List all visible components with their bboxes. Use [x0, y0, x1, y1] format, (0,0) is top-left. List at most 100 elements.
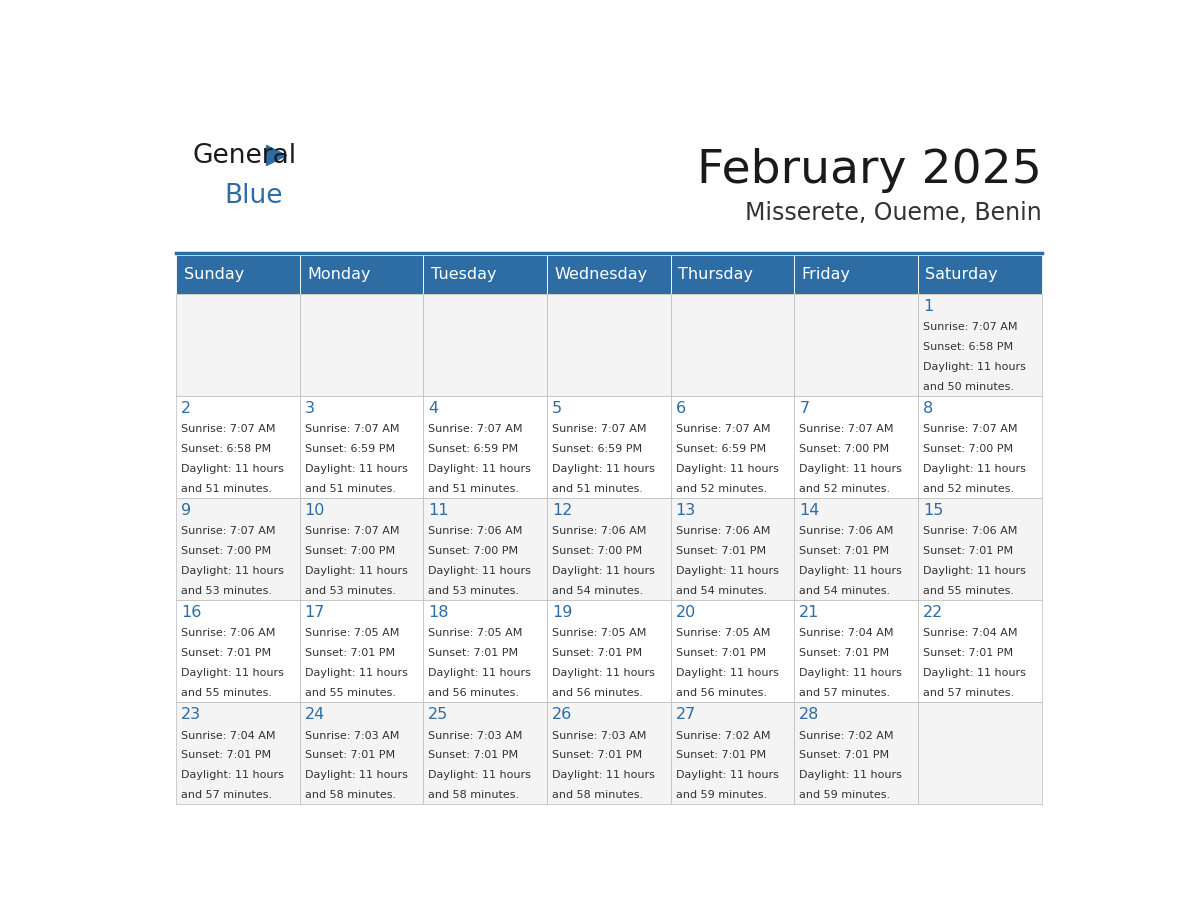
Text: Sunset: 7:00 PM: Sunset: 7:00 PM — [181, 546, 271, 556]
Text: Sunset: 7:01 PM: Sunset: 7:01 PM — [676, 648, 766, 658]
Text: Sunrise: 7:07 AM: Sunrise: 7:07 AM — [800, 424, 893, 434]
Text: Daylight: 11 hours: Daylight: 11 hours — [923, 464, 1025, 474]
Text: Sunset: 7:00 PM: Sunset: 7:00 PM — [552, 546, 642, 556]
Text: Sunrise: 7:04 AM: Sunrise: 7:04 AM — [923, 629, 1017, 638]
Bar — [546, 294, 671, 396]
Text: and 58 minutes.: and 58 minutes. — [429, 789, 519, 800]
Text: Sunday: Sunday — [183, 267, 244, 282]
Text: 12: 12 — [552, 503, 573, 518]
Text: and 51 minutes.: and 51 minutes. — [304, 484, 396, 494]
Text: Sunset: 7:01 PM: Sunset: 7:01 PM — [181, 648, 271, 658]
Text: Daylight: 11 hours: Daylight: 11 hours — [552, 464, 655, 474]
Text: Sunrise: 7:05 AM: Sunrise: 7:05 AM — [304, 629, 399, 638]
Text: Sunrise: 7:06 AM: Sunrise: 7:06 AM — [552, 526, 646, 536]
Text: and 56 minutes.: and 56 minutes. — [552, 688, 643, 698]
Text: and 58 minutes.: and 58 minutes. — [552, 789, 643, 800]
Text: Sunrise: 7:07 AM: Sunrise: 7:07 AM — [552, 424, 646, 434]
Text: Daylight: 11 hours: Daylight: 11 hours — [429, 770, 531, 780]
Text: Friday: Friday — [802, 267, 851, 282]
Text: Sunset: 7:01 PM: Sunset: 7:01 PM — [923, 648, 1013, 658]
Text: Daylight: 11 hours: Daylight: 11 hours — [429, 668, 531, 678]
Text: and 56 minutes.: and 56 minutes. — [676, 688, 766, 698]
Bar — [299, 255, 423, 294]
Bar — [671, 600, 795, 702]
Text: February 2025: February 2025 — [696, 148, 1042, 193]
Bar — [918, 702, 1042, 804]
Text: Daylight: 11 hours: Daylight: 11 hours — [181, 464, 284, 474]
Text: Sunset: 6:59 PM: Sunset: 6:59 PM — [304, 444, 394, 454]
Text: Daylight: 11 hours: Daylight: 11 hours — [800, 464, 902, 474]
Text: Sunset: 7:01 PM: Sunset: 7:01 PM — [676, 546, 766, 556]
Text: Daylight: 11 hours: Daylight: 11 hours — [923, 668, 1025, 678]
Text: 8: 8 — [923, 401, 933, 416]
Bar — [546, 396, 671, 498]
Text: Sunset: 7:00 PM: Sunset: 7:00 PM — [304, 546, 394, 556]
Bar — [795, 702, 918, 804]
Text: and 51 minutes.: and 51 minutes. — [429, 484, 519, 494]
Bar — [795, 255, 918, 294]
Text: Sunset: 7:01 PM: Sunset: 7:01 PM — [304, 648, 394, 658]
Text: Sunrise: 7:03 AM: Sunrise: 7:03 AM — [304, 731, 399, 741]
Text: and 59 minutes.: and 59 minutes. — [800, 789, 890, 800]
Text: and 55 minutes.: and 55 minutes. — [181, 688, 272, 698]
Text: Sunset: 7:00 PM: Sunset: 7:00 PM — [800, 444, 890, 454]
Bar — [671, 396, 795, 498]
Text: 16: 16 — [181, 605, 202, 620]
Text: Daylight: 11 hours: Daylight: 11 hours — [923, 362, 1025, 372]
Text: 21: 21 — [800, 605, 820, 620]
Text: Sunset: 7:00 PM: Sunset: 7:00 PM — [429, 546, 518, 556]
Text: Sunrise: 7:07 AM: Sunrise: 7:07 AM — [676, 424, 770, 434]
Text: and 55 minutes.: and 55 minutes. — [304, 688, 396, 698]
Text: 15: 15 — [923, 503, 943, 518]
Text: and 54 minutes.: and 54 minutes. — [676, 586, 766, 596]
Bar — [918, 396, 1042, 498]
Bar — [299, 702, 423, 804]
Text: Daylight: 11 hours: Daylight: 11 hours — [800, 668, 902, 678]
Text: Sunset: 7:01 PM: Sunset: 7:01 PM — [800, 546, 890, 556]
Text: Sunrise: 7:07 AM: Sunrise: 7:07 AM — [923, 322, 1017, 332]
Bar — [176, 702, 299, 804]
Text: and 53 minutes.: and 53 minutes. — [429, 586, 519, 596]
Bar — [918, 294, 1042, 396]
Text: Sunrise: 7:06 AM: Sunrise: 7:06 AM — [429, 526, 523, 536]
Text: Sunrise: 7:03 AM: Sunrise: 7:03 AM — [552, 731, 646, 741]
Bar — [546, 702, 671, 804]
Text: and 57 minutes.: and 57 minutes. — [181, 789, 272, 800]
Text: Sunset: 7:01 PM: Sunset: 7:01 PM — [552, 750, 642, 760]
Text: Daylight: 11 hours: Daylight: 11 hours — [181, 668, 284, 678]
Text: Sunset: 7:01 PM: Sunset: 7:01 PM — [429, 648, 518, 658]
Bar — [423, 255, 546, 294]
Text: Misserete, Oueme, Benin: Misserete, Oueme, Benin — [745, 201, 1042, 225]
Text: Daylight: 11 hours: Daylight: 11 hours — [800, 565, 902, 576]
Text: 27: 27 — [676, 707, 696, 722]
Bar — [546, 600, 671, 702]
Text: Sunset: 7:01 PM: Sunset: 7:01 PM — [304, 750, 394, 760]
Text: 23: 23 — [181, 707, 201, 722]
Text: and 50 minutes.: and 50 minutes. — [923, 382, 1013, 392]
Text: Daylight: 11 hours: Daylight: 11 hours — [676, 565, 778, 576]
Bar — [671, 255, 795, 294]
Text: 22: 22 — [923, 605, 943, 620]
Bar — [423, 600, 546, 702]
Text: 9: 9 — [181, 503, 191, 518]
Text: 28: 28 — [800, 707, 820, 722]
Bar — [795, 396, 918, 498]
Bar — [423, 294, 546, 396]
Text: Sunrise: 7:03 AM: Sunrise: 7:03 AM — [429, 731, 523, 741]
Text: and 56 minutes.: and 56 minutes. — [429, 688, 519, 698]
Text: Wednesday: Wednesday — [555, 267, 647, 282]
Text: 5: 5 — [552, 401, 562, 416]
Text: Sunrise: 7:06 AM: Sunrise: 7:06 AM — [800, 526, 893, 536]
Text: Sunset: 7:01 PM: Sunset: 7:01 PM — [800, 750, 890, 760]
Text: and 53 minutes.: and 53 minutes. — [304, 586, 396, 596]
Text: Sunrise: 7:07 AM: Sunrise: 7:07 AM — [181, 424, 276, 434]
Text: 19: 19 — [552, 605, 573, 620]
Text: and 52 minutes.: and 52 minutes. — [800, 484, 890, 494]
Text: and 51 minutes.: and 51 minutes. — [552, 484, 643, 494]
Text: Sunrise: 7:06 AM: Sunrise: 7:06 AM — [676, 526, 770, 536]
Text: Daylight: 11 hours: Daylight: 11 hours — [304, 464, 407, 474]
Bar — [671, 498, 795, 600]
Text: Daylight: 11 hours: Daylight: 11 hours — [923, 565, 1025, 576]
Text: Daylight: 11 hours: Daylight: 11 hours — [304, 565, 407, 576]
Text: Daylight: 11 hours: Daylight: 11 hours — [429, 464, 531, 474]
